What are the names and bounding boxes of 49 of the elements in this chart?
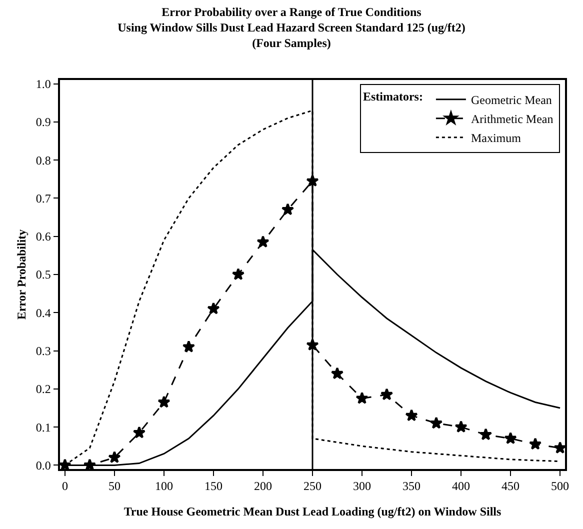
y-tick-label: 0.8 <box>36 153 51 168</box>
point <box>132 426 146 438</box>
point <box>207 302 220 314</box>
x-tick-label: 500 <box>551 479 570 494</box>
y-tick-label: 0.6 <box>36 230 51 244</box>
point <box>158 396 170 408</box>
x-tick-label: 300 <box>353 479 372 494</box>
x-tick-label: 250 <box>304 479 322 494</box>
legend-title: Estimators: <box>362 89 423 104</box>
point <box>479 428 492 440</box>
y-tick-label: 0.3 <box>36 344 51 358</box>
y-tick-label: 0.1 <box>36 420 51 434</box>
x-tick-label: 200 <box>254 479 272 494</box>
point <box>504 432 517 444</box>
chart-title: Error Probability over a Range of True Conditions Using Window Sills Dust Lead Hazard Screen Standard 125 (ug/ft2) (Four Samples) <box>118 4 466 50</box>
point <box>528 438 542 450</box>
y-tick-label: 0.5 <box>36 268 51 282</box>
y-tick-label: 0.2 <box>36 382 51 396</box>
point <box>430 416 443 429</box>
x-tick-label: 0 <box>62 479 68 494</box>
y-tick-label: 0.7 <box>36 191 51 206</box>
x-tick-label: 100 <box>154 479 173 494</box>
point <box>356 392 368 404</box>
point <box>405 409 418 422</box>
legend-label: Maximum <box>470 131 522 146</box>
point <box>108 450 121 464</box>
x-tick-label: 50 <box>108 479 120 494</box>
point <box>256 235 270 248</box>
x-tick-label: 450 <box>502 479 520 494</box>
x-tick-label: 150 <box>204 479 222 494</box>
point <box>60 458 72 469</box>
point <box>380 388 394 400</box>
legend-label: Geometric Mean <box>470 93 552 108</box>
y-tick-label: 0.9 <box>36 115 51 130</box>
point <box>281 203 294 216</box>
point <box>454 420 468 433</box>
point <box>330 367 344 380</box>
y-tick-label: 0.0 <box>36 458 51 472</box>
x-tick-label: 350 <box>402 479 421 494</box>
y-axis-title: Error Probability <box>14 229 28 320</box>
point <box>232 268 245 280</box>
legend-label: Arithmetic Mean <box>470 112 554 126</box>
y-tick-label: 1.0 <box>36 77 51 92</box>
point <box>554 441 565 454</box>
x-tick-label: 400 <box>452 479 470 494</box>
point <box>182 340 196 352</box>
y-tick-label: 0.4 <box>36 306 51 320</box>
x-axis-title: True House Geometric Mean Dust Lead Loading (ug/ft2) on Window Sills <box>124 504 502 518</box>
point <box>83 458 96 469</box>
